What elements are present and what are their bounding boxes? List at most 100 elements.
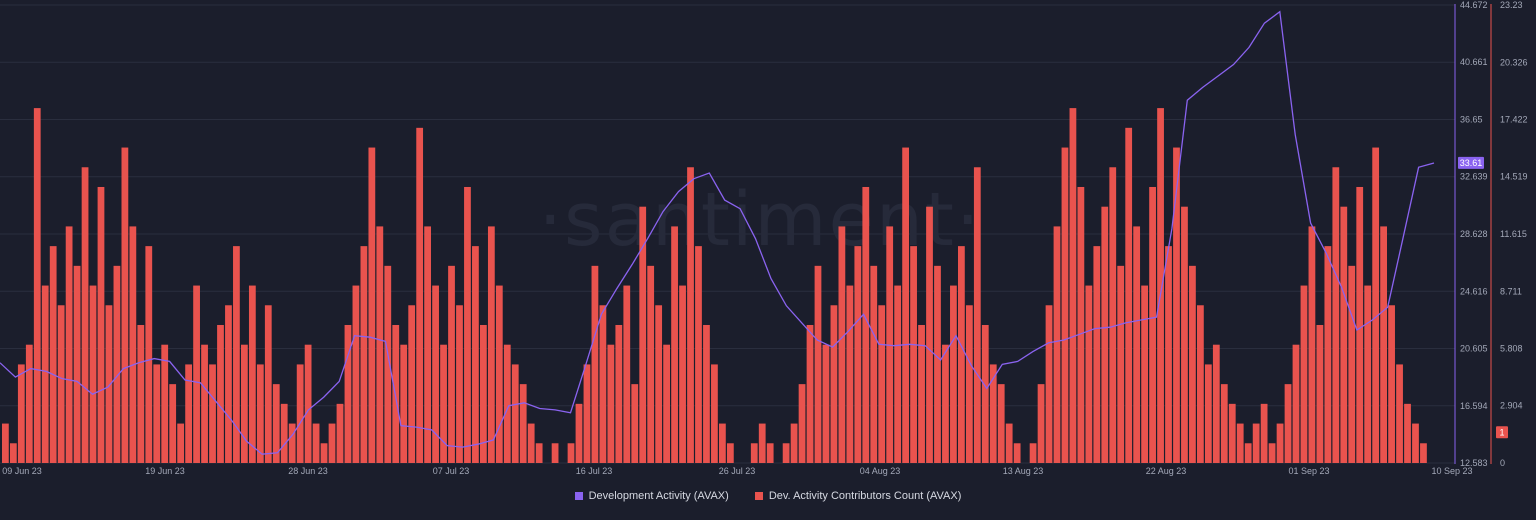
contributors-bar: [790, 423, 798, 463]
contributors-bar: [1316, 324, 1324, 463]
contributors-bar: [519, 384, 527, 463]
contributors-bar: [1061, 147, 1069, 464]
contributors-bar: [567, 443, 575, 463]
contributors-bar: [934, 265, 941, 463]
contributors-bar: [663, 344, 670, 463]
x-axis-tick-label: 04 Aug 23: [860, 466, 901, 476]
contributors-bar: [1189, 265, 1196, 463]
contributors-bar: [647, 265, 655, 463]
contributors-bar: [965, 305, 973, 463]
right-axis-ticks: 23.23 20.326 17.422 14.519 11.615 8.711 5.808 2…: [1500, 0, 1528, 468]
contributors-bar: [424, 226, 431, 463]
contributors-bar: [344, 324, 352, 463]
contributors-bar: [137, 324, 145, 463]
left-current-value-badge: [1458, 156, 1484, 169]
contributors-bar: [1117, 265, 1125, 463]
contributors-bar: [687, 167, 694, 463]
contributors-bar: [1404, 403, 1411, 463]
x-axis-tick-label: 10 Sep 23: [1431, 466, 1472, 476]
left-axis-tick-label: 36.65: [1460, 114, 1483, 124]
contributors-bar: [631, 384, 639, 463]
contributors-bar: [981, 324, 989, 463]
x-axis-tick-label: 16 Jul 23: [576, 466, 613, 476]
contributors-bar: [1101, 206, 1109, 463]
contributors-bar: [432, 285, 439, 463]
contributors-bar: [145, 246, 153, 463]
contributors-bar: [312, 423, 320, 463]
contributors-bar: [248, 285, 256, 463]
right-axis-tick-label: 23.23: [1500, 0, 1523, 10]
contributors-bar: [272, 384, 280, 463]
contributors-bar: [400, 344, 408, 463]
contributors-bar: [1109, 167, 1117, 463]
contributors-bar: [1212, 344, 1220, 463]
contributors-bar: [1412, 423, 1419, 463]
right-axis-tick-label: 8.711: [1500, 286, 1522, 296]
contributors-bar: [153, 364, 161, 463]
contributors-bar: [487, 226, 495, 463]
contributors-bar: [57, 305, 65, 463]
contributors-bar: [89, 285, 97, 463]
contributors-bar: [551, 443, 559, 463]
contributors-bar: [161, 344, 169, 463]
contributors-bar: [997, 384, 1005, 463]
contributors-bar: [846, 285, 854, 463]
contributors-bar: [679, 285, 686, 463]
contributors-bar: [1045, 305, 1053, 463]
left-axis-tick-label: 16.594: [1460, 401, 1488, 411]
contributors-bar: [352, 285, 360, 463]
contributors-bar: [1029, 443, 1037, 463]
contributors-bar: [719, 423, 726, 463]
contributors-bar: [854, 246, 862, 463]
contributors-bar: [926, 206, 933, 463]
legend-item-development-activity[interactable]: Development Activity (AVAX): [574, 490, 729, 502]
contributors-bar: [376, 226, 384, 463]
contributors-bar: [1053, 226, 1061, 463]
chart-legend: Development Activity (AVAX) Dev. Activit…: [0, 490, 1536, 502]
legend-swatch-red: [754, 492, 763, 500]
contributors-bar: [1348, 265, 1356, 463]
contributors-bar: [296, 364, 304, 463]
contributors-bar: [950, 285, 957, 463]
legend-item-contributors-count[interactable]: Dev. Activity Contributors Count (AVAX): [754, 490, 961, 502]
contributors-bar: [1308, 226, 1316, 463]
contributors-bar: [1388, 305, 1395, 463]
left-axis-ticks: 44.672 40.661 36.65 32.639 28.628 24.616 20.60…: [1460, 0, 1488, 468]
contributors-bar: [607, 344, 615, 463]
x-axis-tick-label: 26 Jul 23: [719, 466, 756, 476]
right-axis-tick-label: 20.326: [1500, 57, 1528, 67]
contributors-bar: [328, 423, 336, 463]
contributors-bar: [599, 305, 607, 463]
contributors-bar: [958, 246, 965, 463]
contributors-bar: [129, 226, 137, 463]
contributors-bar: [480, 324, 487, 463]
contributors-bar: [711, 364, 718, 463]
contributors-bar: [384, 265, 392, 463]
contributors-bars: [2, 108, 1427, 464]
contributors-bar: [1420, 443, 1427, 463]
contributors-bar: [1300, 285, 1308, 463]
contributors-bar: [97, 186, 105, 464]
contributors-bar: [225, 305, 232, 463]
contributors-bar: [9, 443, 17, 463]
contributors-bar: [1252, 423, 1260, 463]
left-axis-tick-label: 32.639: [1460, 172, 1488, 182]
contributors-bar: [591, 265, 599, 463]
left-axis-tick-label: 20.605: [1460, 344, 1488, 354]
contributors-bar: [105, 305, 113, 463]
contributors-bar: [878, 305, 886, 463]
contributors-bar: [1085, 285, 1093, 463]
x-axis-tick-label: 07 Jul 23: [433, 466, 470, 476]
x-axis-tick-label: 22 Aug 23: [1146, 466, 1187, 476]
contributors-bar: [1204, 364, 1212, 463]
contributors-bar: [814, 265, 822, 463]
contributors-bar: [408, 305, 416, 463]
contributors-bar: [750, 443, 758, 463]
x-axis-tick-label: 28 Jun 23: [288, 466, 328, 476]
contributors-bar: [33, 108, 41, 464]
contributors-bar: [1133, 226, 1141, 463]
contributors-bar: [416, 127, 424, 463]
contributors-bar: [511, 364, 519, 463]
contributors-bar: [615, 324, 623, 463]
